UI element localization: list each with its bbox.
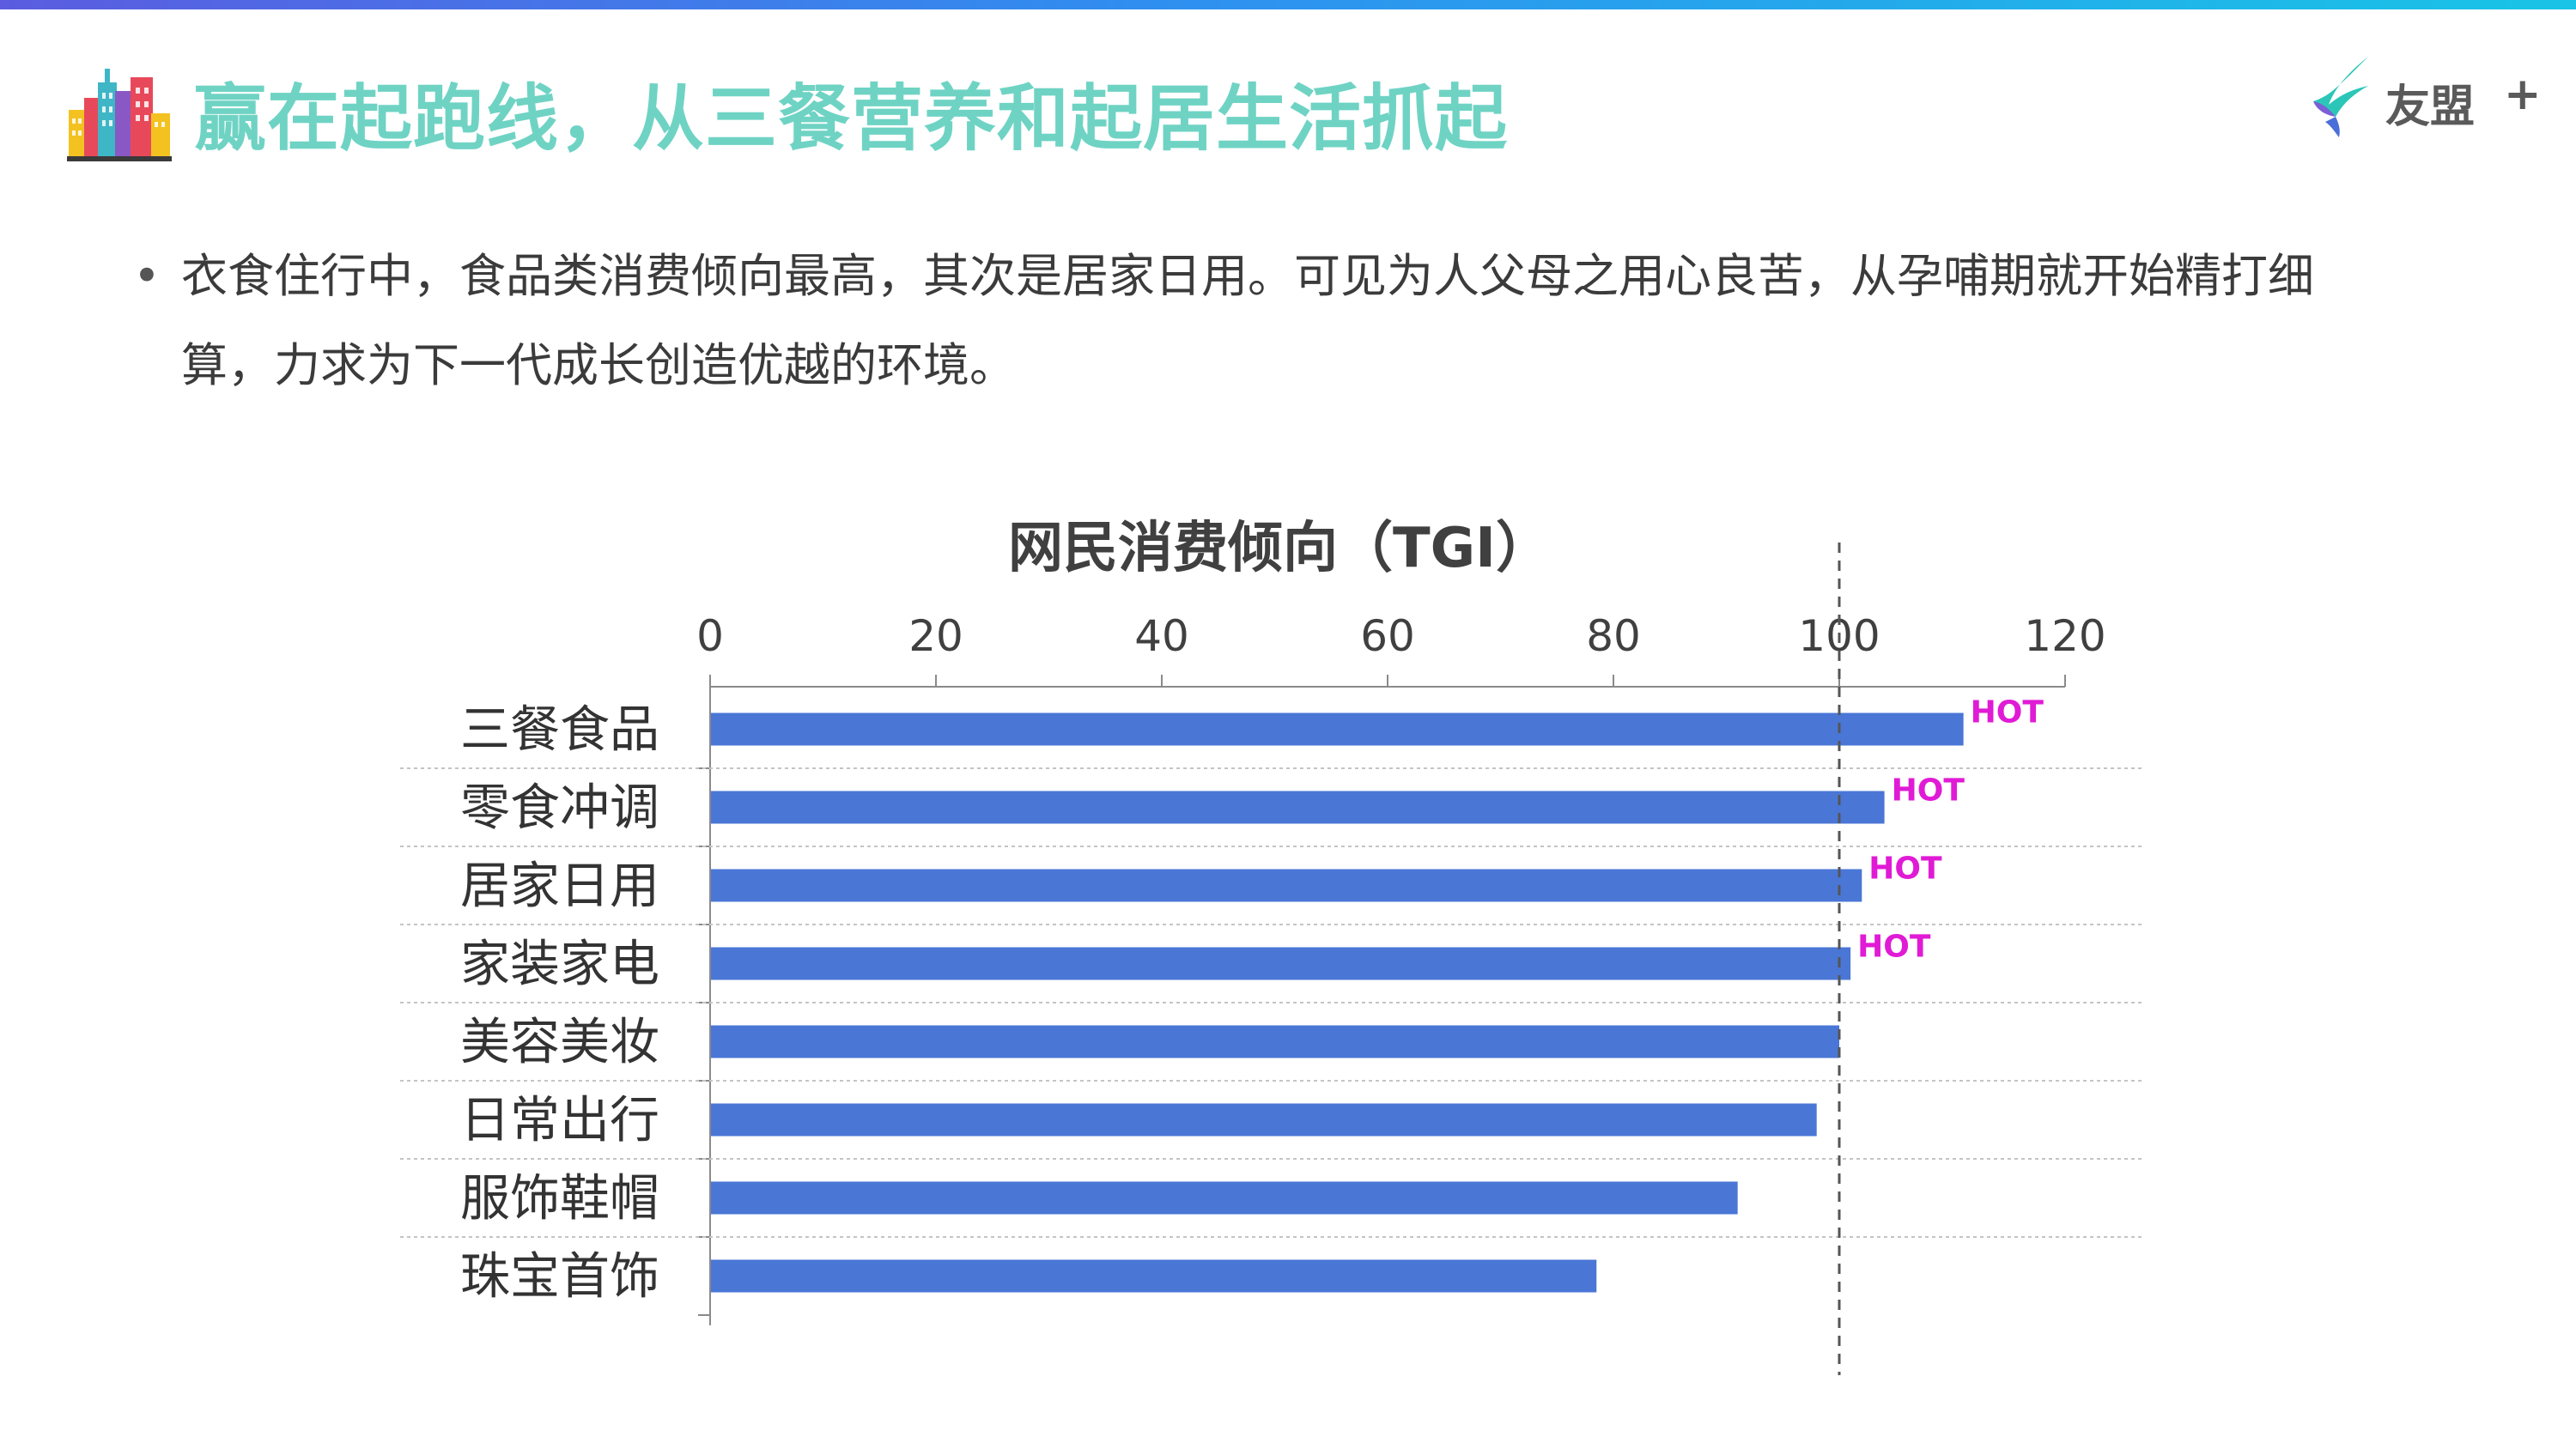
bar <box>711 869 1862 902</box>
hot-annotation: HOT <box>1857 930 1931 965</box>
bullet-text: 衣食住行中，食品类消费倾向最高，其次是居家日用。可见为人父母之用心良苦，从孕哺期… <box>181 249 2314 392</box>
category-label: 居家日用 <box>460 857 659 915</box>
x-tick-label: 80 <box>1586 611 1641 661</box>
city-buildings-icon <box>67 69 172 161</box>
category-label: 美容美妆 <box>460 1013 659 1071</box>
category-label: 珠宝首饰 <box>460 1247 659 1306</box>
category-label: 三餐食品 <box>460 700 659 759</box>
bullet-paragraph: • 衣食住行中，食品类消费倾向最高，其次是居家日用。可见为人父母之用心良苦，从孕… <box>133 232 2383 410</box>
chart-title: 网民消费倾向（TGI） <box>1008 517 1551 580</box>
x-tick-label: 60 <box>1360 611 1415 661</box>
bar <box>711 1259 1597 1293</box>
hot-annotation: HOT <box>1892 773 1965 809</box>
category-label: 日常出行 <box>460 1091 659 1149</box>
category-label: 服饰鞋帽 <box>460 1169 659 1228</box>
bar <box>711 1103 1817 1137</box>
bar <box>711 1181 1738 1215</box>
hot-annotation: HOT <box>1971 695 2044 731</box>
umeng-logo[interactable]: 友盟 + <box>2301 52 2542 146</box>
bullet-dot-icon: • <box>133 249 161 303</box>
bar <box>711 947 1851 980</box>
x-tick-label: 40 <box>1134 611 1189 661</box>
bar <box>711 1025 1839 1058</box>
page-title: 赢在起跑线，从三餐营养和起居生活抓起 <box>194 76 1509 161</box>
top-accent-bar <box>0 0 2576 9</box>
bar <box>711 712 1964 746</box>
logo-plus: + <box>2504 69 2542 120</box>
x-tick-label: 0 <box>696 611 724 661</box>
category-label: 家装家电 <box>460 935 659 993</box>
umeng-leaf-icon <box>2313 57 2368 137</box>
category-label: 零食冲调 <box>460 779 659 837</box>
bar <box>711 791 1885 824</box>
hot-annotation: HOT <box>1868 852 1942 887</box>
logo-text: 友盟 <box>2385 82 2476 133</box>
x-tick-label: 120 <box>2024 611 2105 661</box>
x-tick-label: 20 <box>908 611 963 661</box>
